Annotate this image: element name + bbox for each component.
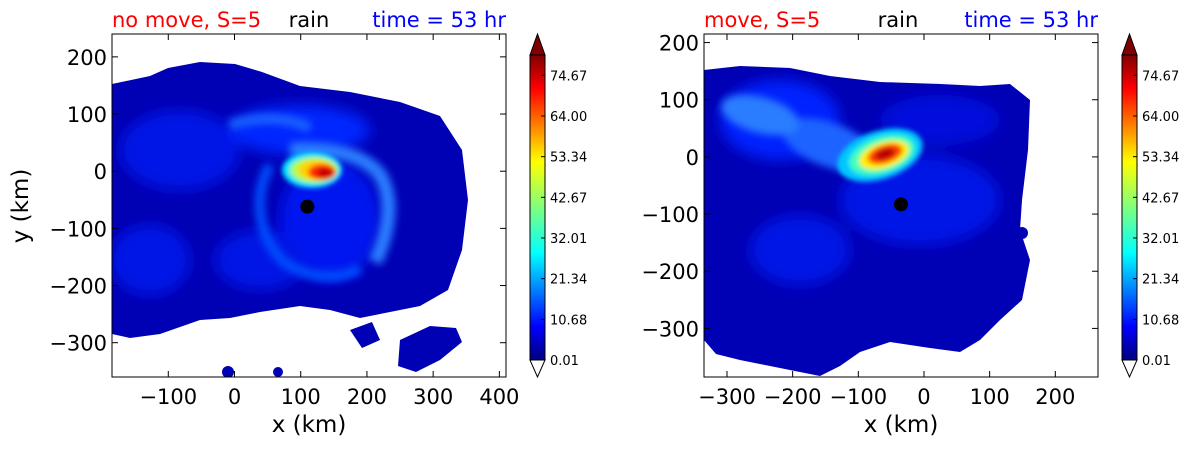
colorbar-tick-label: 32.01 xyxy=(550,232,587,247)
rain-contour-patch xyxy=(1016,227,1028,239)
rain-field-move xyxy=(704,66,1030,376)
storm-center-marker xyxy=(300,199,315,214)
colorbar-body xyxy=(1121,54,1138,361)
colorbar-tick-label: 64.00 xyxy=(1142,110,1179,125)
y-tick-label: 200 xyxy=(659,32,699,56)
colorbar-tick-label: 10.68 xyxy=(1142,313,1179,328)
storm-center-marker xyxy=(894,197,908,212)
rain-contour-patch xyxy=(273,367,283,377)
y-tick-label: 200 xyxy=(67,46,107,70)
axes-frame xyxy=(111,33,507,378)
title-center: rain xyxy=(878,8,919,32)
title-right: time = 53 hr xyxy=(372,8,506,32)
x-tick-label: 0 xyxy=(917,385,930,409)
colorbar-tick-label: 64.00 xyxy=(550,110,587,125)
y-tick-label: 100 xyxy=(659,89,699,113)
x-tick-label: 100 xyxy=(281,385,321,409)
title-center: rain xyxy=(289,8,330,32)
y-tick-label: 100 xyxy=(67,103,107,127)
y-axis-label: y (km) xyxy=(8,169,34,244)
y-tick-label: 0 xyxy=(686,146,699,170)
rain-contour-patch xyxy=(222,366,234,377)
colorbar-no-move: 74.67 64.00 53.34 42.67 32.01 21.34 10.68 0.01 xyxy=(529,32,587,379)
y-tick-label: −100 xyxy=(49,217,107,241)
axis-ticks: −300 −200 −100 0 100 200 200 100 0 −100 −200 −300 xyxy=(641,32,1098,409)
x-tick-label: 300 xyxy=(413,385,453,409)
colorbar-tick-label: 74.67 xyxy=(1142,69,1179,84)
colorbar-tick-label: 0.01 xyxy=(550,354,579,369)
x-tick-label: −100 xyxy=(139,385,197,409)
title-left: no move, S=5 xyxy=(112,8,261,32)
colorbar-tick-label: 53.34 xyxy=(1142,151,1179,166)
panel-no-move: −100 0 100 200 300 400 200 100 0 −100 −200 −300 no … xyxy=(8,8,519,438)
rain-band xyxy=(228,113,396,282)
x-tick-label: 0 xyxy=(228,385,241,409)
colorbar-max-arrow xyxy=(529,32,546,56)
colorbar-tick-label: 21.34 xyxy=(550,273,587,288)
colorbar-tick-label: 74.67 xyxy=(550,69,587,84)
rain-contour-patch xyxy=(350,322,380,348)
x-tick-label: 400 xyxy=(479,385,519,409)
title-left: move, S=5 xyxy=(704,8,820,32)
colorbar-tick-label: 53.34 xyxy=(550,151,587,166)
axes-frame xyxy=(703,33,1099,378)
y-tick-label: −300 xyxy=(49,332,107,356)
colorbar-max-arrow xyxy=(1121,32,1138,56)
colorbar-tick-label: 10.68 xyxy=(550,313,587,328)
x-tick-label: 100 xyxy=(970,385,1010,409)
colorbar-min-arrow xyxy=(529,359,546,379)
rain-core xyxy=(837,128,923,182)
colorbar-tick-label: 21.34 xyxy=(1142,273,1179,288)
y-tick-label: −200 xyxy=(641,260,699,284)
rain-core xyxy=(282,152,342,188)
colorbar-tick-label: 42.67 xyxy=(1142,191,1179,206)
colorbar-body xyxy=(529,54,546,361)
rain-field-no-move xyxy=(112,62,468,377)
colorbar-min-arrow xyxy=(1121,359,1138,379)
x-axis-label: x (km) xyxy=(272,412,347,438)
x-tick-label: −200 xyxy=(764,385,822,409)
x-tick-label: −100 xyxy=(829,385,887,409)
axis-ticks: −100 0 100 200 300 400 200 100 0 −100 −200 −300 xyxy=(49,34,519,409)
colorbar-ticks: 74.67 64.00 53.34 42.67 32.01 21.34 10.68 0.01 xyxy=(541,69,587,369)
rain-contour-patch xyxy=(398,326,462,372)
x-axis-label: x (km) xyxy=(864,412,939,438)
colorbar-move: 74.67 64.00 53.34 42.67 32.01 21.34 10.68 0.01 xyxy=(1121,32,1179,379)
y-tick-label: −100 xyxy=(641,203,699,227)
title-right: time = 53 hr xyxy=(964,8,1098,32)
x-tick-label: 200 xyxy=(347,385,387,409)
y-tick-label: 0 xyxy=(94,160,107,184)
colorbar-tick-label: 42.67 xyxy=(550,191,587,206)
x-tick-label: −300 xyxy=(698,385,756,409)
colorbar-tick-label: 32.01 xyxy=(1142,232,1179,247)
y-tick-label: −300 xyxy=(641,317,699,341)
y-tick-label: −200 xyxy=(49,275,107,299)
colorbar-ticks: 74.67 64.00 53.34 42.67 32.01 21.34 10.68 0.01 xyxy=(1133,69,1179,369)
panel-move: −300 −200 −100 0 100 200 200 100 0 −100 −200 −300 m… xyxy=(641,8,1099,438)
colorbar-tick-label: 0.01 xyxy=(1142,354,1171,369)
x-tick-label: 200 xyxy=(1035,385,1075,409)
